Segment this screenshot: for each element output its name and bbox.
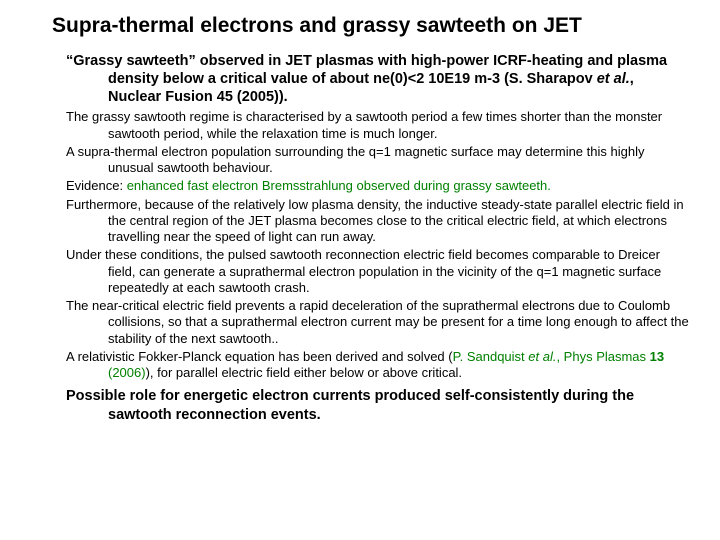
paragraph-7: A relativistic Fokker-Planck equation ha… [66, 349, 690, 382]
p7c: et al. [528, 349, 556, 364]
lead-etal: et al. [597, 71, 630, 87]
p7a: A relativistic Fokker-Planck equation ha… [66, 349, 453, 364]
paragraph-1: The grassy sawtooth regime is characteri… [66, 109, 690, 142]
p7b: P. Sandquist [453, 349, 529, 364]
p3-label: Evidence: [66, 178, 127, 193]
p7d: , Phys Plasmas [556, 349, 649, 364]
lead-open: “Grassy sawteeth” [66, 53, 200, 69]
closing-statement: Possible role for energetic electron cur… [66, 387, 690, 423]
paragraph-4: Furthermore, because of the relatively l… [66, 197, 690, 246]
paragraph-5: Under these conditions, the pulsed sawto… [66, 247, 690, 296]
p3-evidence: enhanced fast electron Bremsstrahlung ob… [127, 178, 551, 193]
paragraph-3: Evidence: enhanced fast electron Bremsst… [66, 178, 690, 194]
p7e: 13 [650, 349, 664, 364]
p7g: ), for parallel electric field either be… [146, 365, 462, 380]
p7f: (2006) [108, 365, 146, 380]
paragraph-2: A supra-thermal electron population surr… [66, 144, 690, 177]
lead-paragraph: “Grassy sawteeth” observed in JET plasma… [66, 52, 690, 106]
paragraph-6: The near-critical electric field prevent… [66, 298, 690, 347]
slide-title: Supra-thermal electrons and grassy sawte… [30, 14, 690, 38]
